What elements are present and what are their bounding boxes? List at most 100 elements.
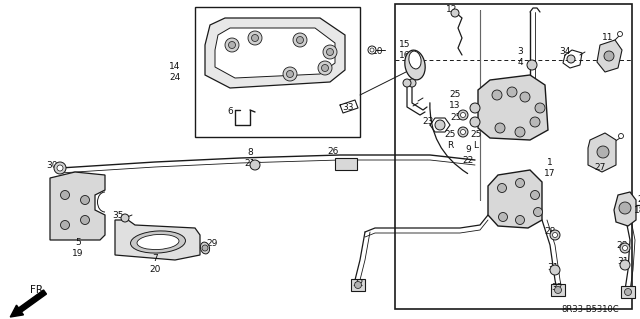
Text: 29: 29 (206, 240, 218, 249)
Circle shape (618, 133, 623, 138)
Circle shape (57, 165, 63, 171)
Circle shape (550, 230, 560, 240)
Circle shape (619, 202, 631, 214)
Polygon shape (597, 40, 622, 72)
Circle shape (326, 48, 333, 56)
Text: FR.: FR. (30, 285, 46, 295)
Circle shape (252, 34, 259, 41)
Circle shape (323, 45, 337, 59)
Circle shape (507, 87, 517, 97)
Bar (335, 158, 357, 170)
Bar (551, 284, 565, 296)
Ellipse shape (137, 234, 179, 249)
Text: 25
R: 25 R (444, 130, 456, 150)
Text: 35: 35 (112, 211, 124, 220)
Polygon shape (488, 170, 542, 228)
Circle shape (597, 146, 609, 158)
Circle shape (535, 103, 545, 113)
Text: 10: 10 (372, 47, 384, 56)
Circle shape (283, 67, 297, 81)
Text: 27: 27 (595, 164, 605, 173)
Ellipse shape (405, 50, 425, 80)
Text: 8R33-B5310C: 8R33-B5310C (561, 306, 619, 315)
Circle shape (620, 260, 630, 270)
Text: 25
L: 25 L (470, 130, 482, 150)
Circle shape (550, 265, 560, 275)
Circle shape (81, 196, 90, 204)
Text: 32: 32 (551, 284, 563, 293)
Text: 25: 25 (451, 114, 461, 122)
Circle shape (435, 120, 445, 130)
Circle shape (61, 190, 70, 199)
Circle shape (515, 179, 525, 188)
Text: 33: 33 (342, 103, 354, 113)
Bar (195, 7, 360, 137)
Text: 14
24: 14 24 (170, 62, 180, 82)
Circle shape (368, 46, 376, 54)
Text: 12: 12 (446, 5, 458, 14)
FancyArrow shape (10, 290, 47, 317)
Circle shape (470, 117, 480, 127)
Ellipse shape (200, 242, 210, 254)
Text: 6: 6 (227, 108, 233, 116)
Circle shape (370, 48, 374, 52)
Circle shape (623, 246, 627, 250)
Text: 30: 30 (46, 160, 58, 169)
Text: 31: 31 (617, 257, 628, 266)
Circle shape (495, 123, 505, 133)
Ellipse shape (131, 231, 186, 253)
Circle shape (81, 216, 90, 225)
Text: 1
17: 1 17 (544, 158, 556, 178)
Circle shape (355, 281, 362, 288)
Polygon shape (50, 172, 105, 240)
Circle shape (620, 243, 630, 253)
Text: 32: 32 (352, 279, 364, 288)
Polygon shape (215, 28, 335, 78)
Circle shape (403, 79, 411, 87)
Text: 34: 34 (559, 48, 571, 56)
Circle shape (515, 216, 525, 225)
Circle shape (451, 9, 459, 17)
Ellipse shape (409, 51, 421, 69)
Text: 28: 28 (544, 227, 556, 236)
Bar (621, 286, 635, 298)
Circle shape (296, 36, 303, 43)
Text: 7
20: 7 20 (149, 254, 161, 274)
Text: 26: 26 (327, 146, 339, 155)
Text: 11: 11 (602, 33, 614, 42)
Bar (395, 4, 632, 309)
Polygon shape (478, 75, 548, 140)
Text: 3
4: 3 4 (517, 47, 523, 67)
Circle shape (497, 183, 506, 192)
Text: 25
13: 25 13 (449, 90, 461, 110)
Circle shape (554, 286, 561, 293)
Bar (351, 279, 365, 291)
Circle shape (530, 117, 540, 127)
Circle shape (534, 207, 543, 217)
Circle shape (461, 113, 465, 117)
Polygon shape (115, 220, 200, 260)
Circle shape (531, 190, 540, 199)
Text: 9
22: 9 22 (462, 145, 474, 165)
Circle shape (318, 61, 332, 75)
Circle shape (567, 55, 575, 63)
Circle shape (408, 79, 416, 87)
Circle shape (61, 220, 70, 229)
Circle shape (225, 38, 239, 52)
Circle shape (625, 288, 632, 295)
Circle shape (492, 90, 502, 100)
Circle shape (499, 212, 508, 221)
Circle shape (458, 127, 468, 137)
Circle shape (54, 162, 66, 174)
Polygon shape (588, 133, 616, 172)
Circle shape (293, 33, 307, 47)
Polygon shape (614, 192, 636, 226)
Circle shape (321, 64, 328, 71)
Circle shape (287, 70, 294, 78)
Circle shape (552, 233, 557, 238)
Text: 23: 23 (422, 117, 434, 127)
Circle shape (461, 130, 465, 135)
Circle shape (121, 214, 129, 222)
Circle shape (470, 103, 480, 113)
Text: 2
18: 2 18 (634, 195, 640, 215)
